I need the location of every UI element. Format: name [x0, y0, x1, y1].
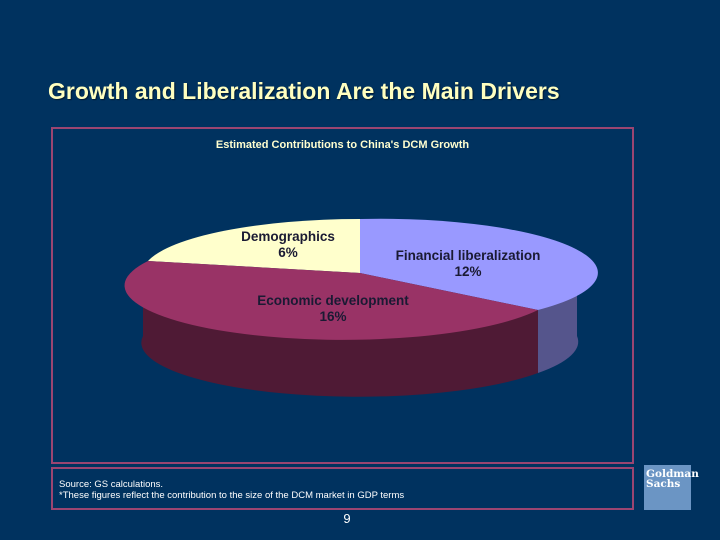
chart-container: Estimated Contributions to China's DCM G… [51, 127, 634, 464]
pie-slice-economic [124, 261, 539, 340]
goldman-sachs-logo: Goldman Sachs [644, 465, 699, 510]
page-number: 9 [343, 511, 351, 526]
pie-chart [124, 218, 598, 397]
slide-title: Growth and Liberalization Are the Main D… [48, 78, 560, 104]
pie-slice-financial [360, 218, 598, 310]
chart-title: Estimated Contributions to China's DCM G… [215, 139, 470, 151]
source-line: Source: GS calculations. [59, 479, 164, 490]
footnote-line: *These figures reflect the contribution … [59, 490, 405, 501]
label-demographics: Demographics 6% [241, 229, 335, 260]
source-note: Source: GS calculations. *These figures … [51, 467, 634, 510]
label-financial: Financial liberalization 12% [395, 248, 541, 279]
pie-slice-demographics [148, 218, 360, 273]
label-economic: Economic development 16% [257, 293, 409, 324]
